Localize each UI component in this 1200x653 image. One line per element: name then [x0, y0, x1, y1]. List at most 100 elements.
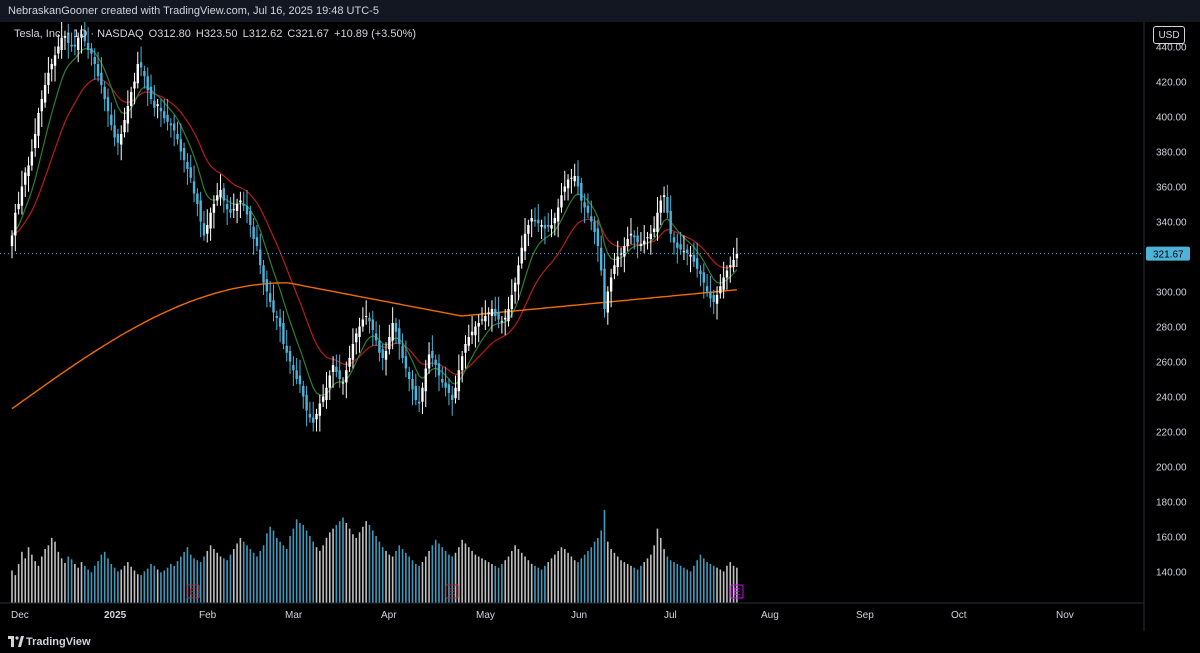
candle-body: [298, 375, 302, 385]
candle-body: [576, 176, 580, 187]
volume-bar: [613, 552, 616, 603]
candle-body: [259, 249, 262, 266]
candle-body: [120, 134, 123, 145]
price-tick-label: 400.00: [1156, 113, 1187, 124]
candle-body: [530, 218, 533, 222]
earnings-marker[interactable]: E: [445, 584, 459, 599]
volume-bar: [573, 560, 576, 603]
volume-bar: [90, 572, 93, 603]
chart-frame[interactable]: E E E 140.00 160.00 180.00 200.00 220.00 240.00…: [0, 18, 1200, 631]
volume-bar: [405, 552, 407, 603]
time-tick-label: 2025: [104, 610, 127, 621]
candle-body: [229, 209, 232, 213]
candle-body: [646, 237, 649, 239]
volume-bar: [491, 563, 493, 603]
candle-body: [643, 240, 646, 245]
candle-body: [345, 370, 348, 383]
candle-body: [292, 365, 295, 371]
volume-bar: [74, 563, 76, 603]
candle-body: [510, 295, 514, 309]
candle-body: [312, 417, 315, 423]
time-tick-label: Oct: [951, 610, 967, 621]
volume-bar: [474, 554, 477, 603]
volume-bar: [117, 571, 119, 603]
price-tick-label: 280.00: [1156, 323, 1187, 334]
symbol-name[interactable]: Tesla, Inc. · 1D · NASDAQ: [14, 28, 144, 40]
candle-body: [603, 268, 606, 309]
candle-body: [341, 382, 345, 384]
candle-body: [106, 97, 110, 112]
candle-body: [715, 295, 719, 304]
candle-body: [50, 64, 53, 70]
candle-layer: [10, 18, 739, 432]
candle-body: [192, 181, 196, 194]
volume-bar: [322, 545, 324, 603]
candle-body: [216, 195, 219, 201]
candle-body: [93, 57, 96, 64]
candle-body: [702, 272, 705, 283]
volume-bar: [252, 552, 255, 603]
candle-body: [540, 225, 543, 227]
candle-body: [404, 356, 408, 369]
volume-bar: [477, 556, 480, 603]
candle-body: [709, 291, 712, 299]
candle-body: [623, 246, 626, 257]
time-axis[interactable]: Dec 2025 Feb Mar Apr May Jun Jul Aug Sep Oct Nov: [11, 610, 1074, 621]
volume-bar: [458, 547, 460, 603]
volume-bar: [689, 571, 692, 603]
volume-bar: [213, 549, 215, 603]
volume-bar: [501, 563, 503, 603]
currency-button[interactable]: USD: [1153, 26, 1185, 44]
volume-bar: [269, 526, 271, 603]
volume-bar: [232, 549, 235, 603]
volume-bar: [80, 562, 83, 603]
candle-body: [308, 414, 312, 418]
volume-bar: [97, 561, 99, 603]
candle-body: [67, 32, 70, 43]
candlestick-chart[interactable]: E E E 140.00 160.00 180.00 200.00 220.00 240.00…: [0, 18, 1200, 631]
candle-body: [33, 134, 37, 148]
volume-bar: [650, 554, 652, 603]
volume-bar: [11, 570, 13, 603]
candle-body: [633, 235, 636, 238]
price-axis[interactable]: 140.00 160.00 180.00 200.00 220.00 240.00 260.…: [1156, 43, 1187, 579]
volume-bar: [577, 562, 579, 603]
volume-bar: [643, 562, 646, 603]
candle-body: [520, 247, 523, 264]
volume-bar: [666, 556, 669, 603]
candle-body: [434, 359, 437, 365]
earnings-marker[interactable]: E: [730, 584, 744, 599]
candle-body: [268, 293, 272, 302]
volume-bar: [183, 551, 185, 603]
candle-body: [288, 351, 292, 362]
candle-body: [222, 188, 226, 201]
volume-bar: [467, 547, 470, 603]
candle-body: [537, 219, 540, 224]
volume-bar: [620, 560, 622, 603]
volume-bar: [653, 545, 655, 603]
candle-body: [639, 244, 643, 246]
volume-bar: [593, 541, 596, 603]
volume-bar: [223, 558, 225, 603]
candle-body: [609, 277, 613, 292]
volume-bar: [696, 560, 698, 603]
candle-body: [335, 366, 338, 372]
volume-bar: [21, 551, 23, 603]
last-price-tag-text: 321.67: [1153, 250, 1184, 261]
volume-bar: [636, 569, 639, 603]
earnings-marker[interactable]: E: [186, 584, 200, 599]
ema-21-line: [11, 78, 738, 375]
candle-body: [146, 76, 149, 91]
price-tick-label: 160.00: [1156, 533, 1187, 544]
volume-bar: [434, 539, 437, 603]
earnings-marker-box: [730, 584, 744, 599]
volume-bar: [375, 536, 377, 603]
volume-bar: [133, 570, 136, 603]
ohlc-legend[interactable]: Tesla, Inc. · 1D · NASDAQ O312.80 H323.5…: [14, 27, 418, 41]
candle-body: [325, 387, 328, 400]
candle-body: [116, 134, 120, 143]
price-tick-label: 340.00: [1156, 218, 1187, 229]
candle-body: [566, 179, 570, 189]
volume-bar: [381, 547, 384, 603]
